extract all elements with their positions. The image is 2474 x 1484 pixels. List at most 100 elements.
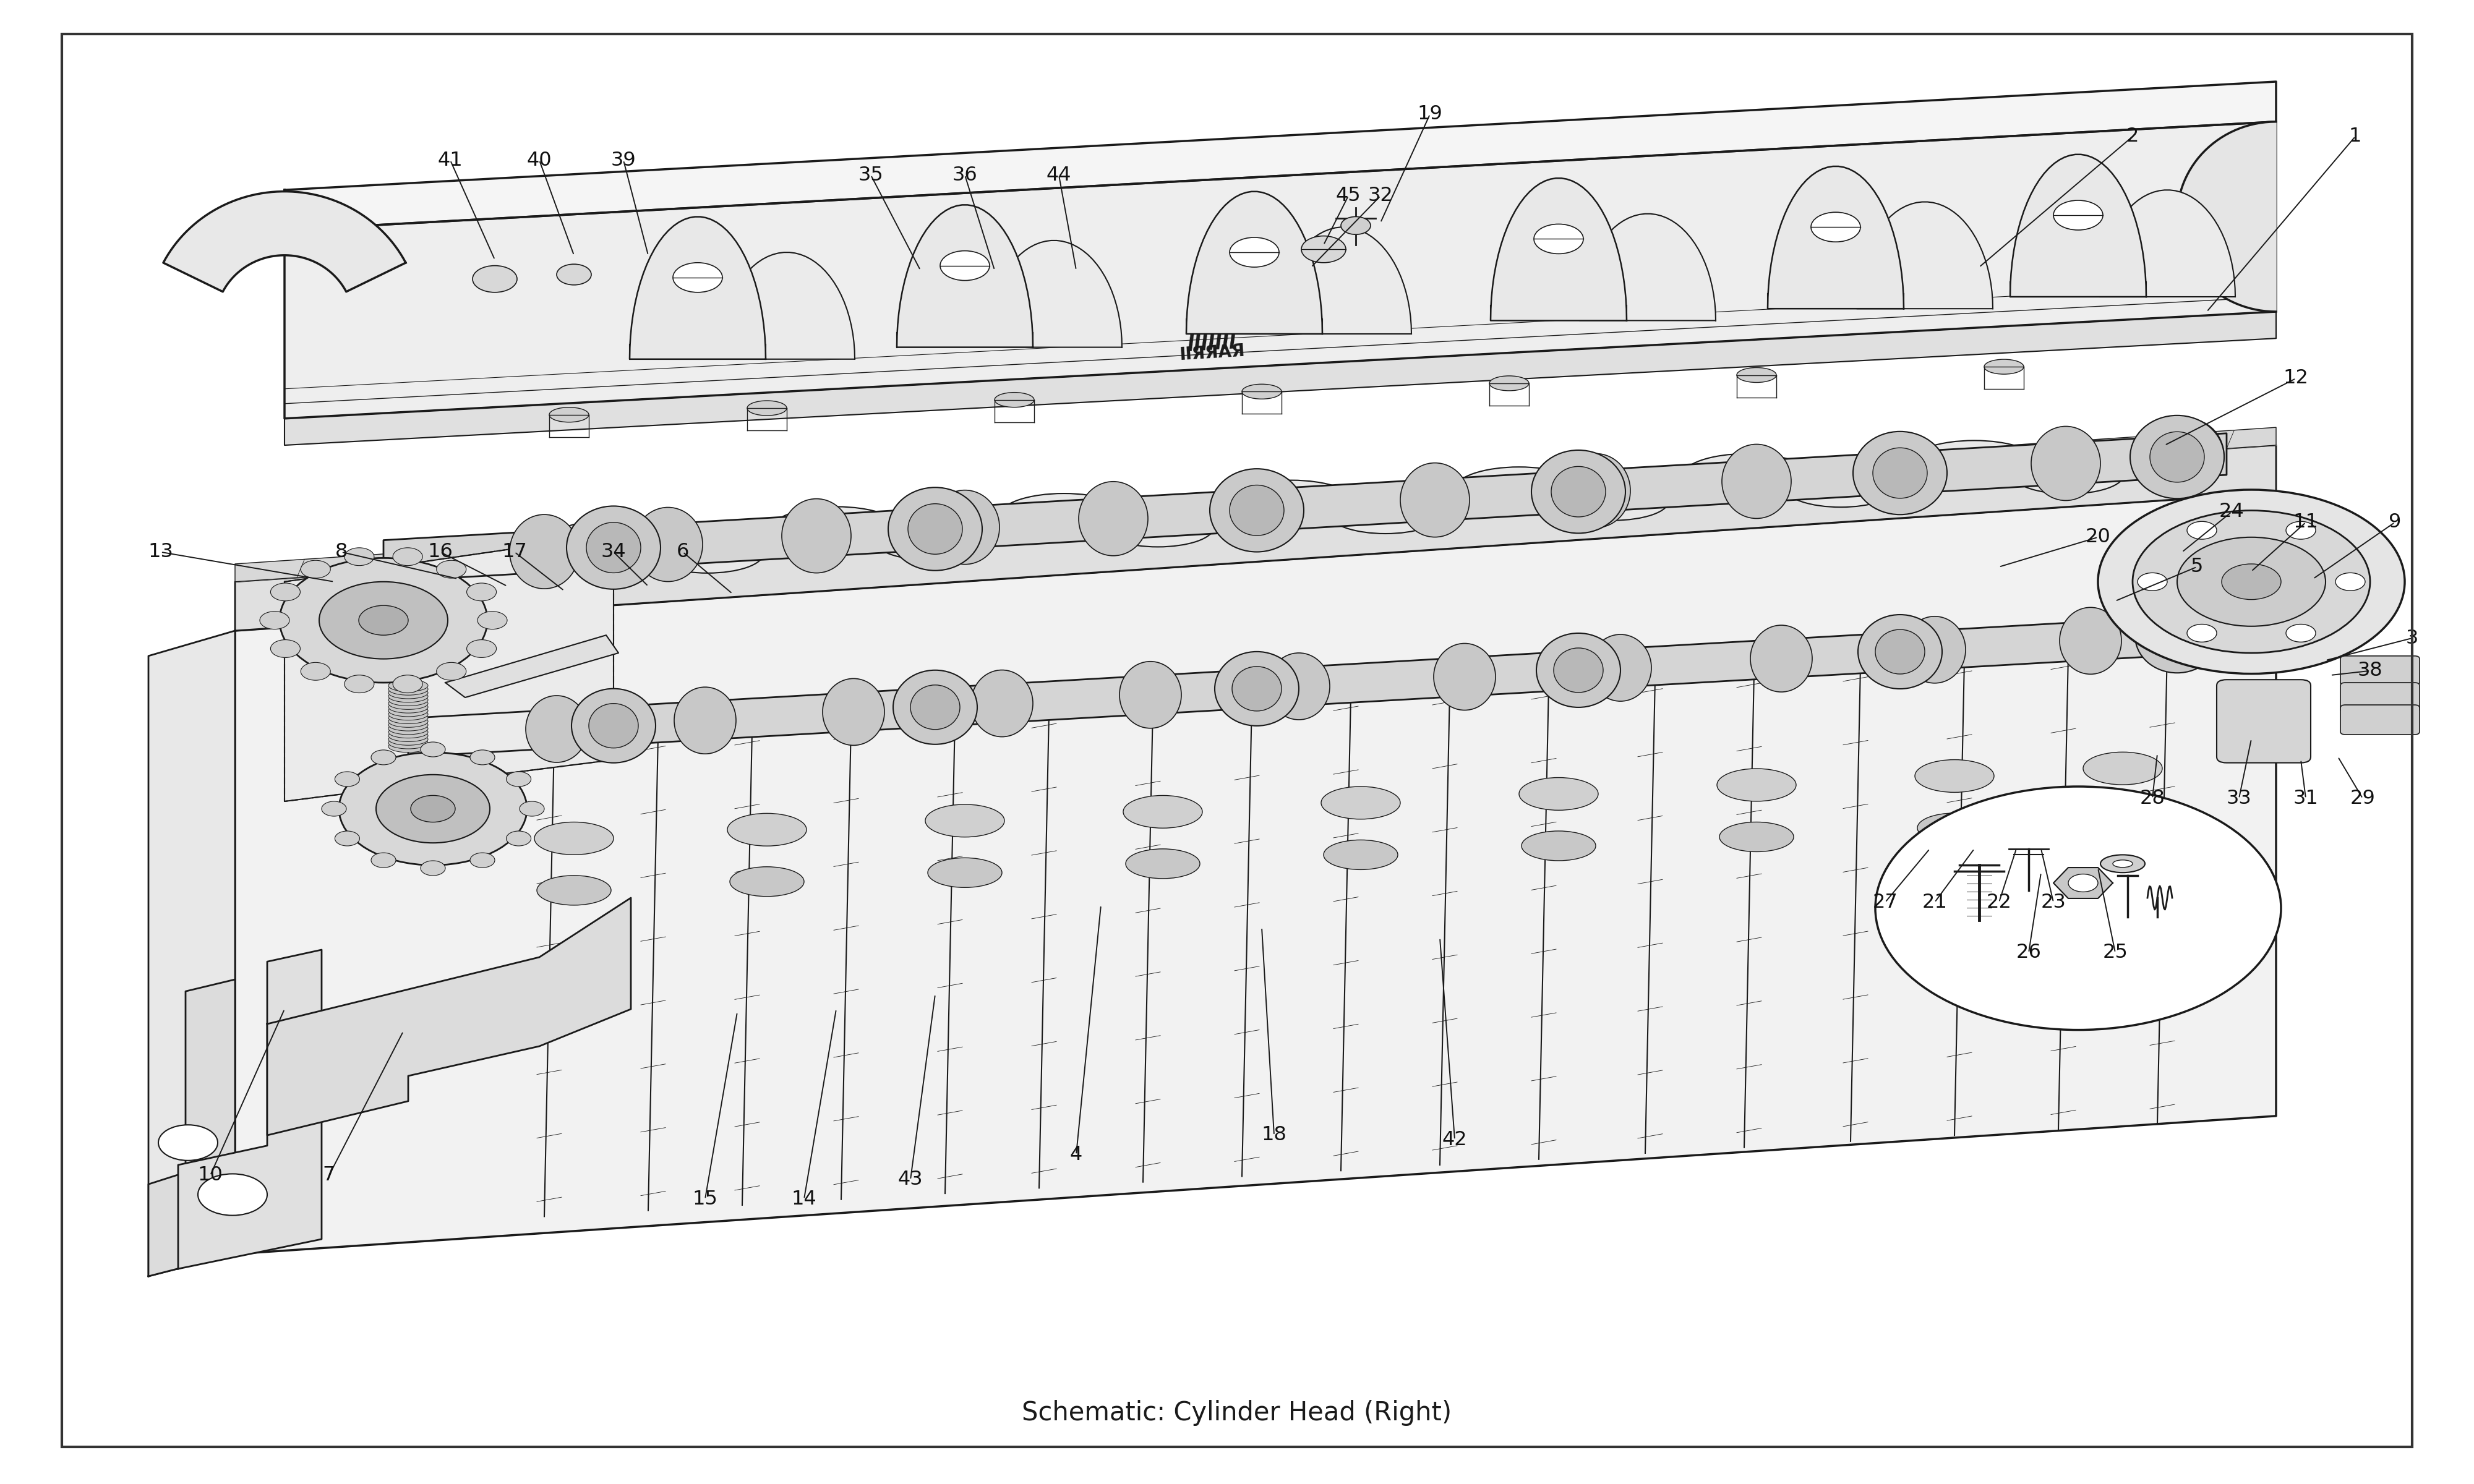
Ellipse shape: [1536, 634, 1620, 708]
Ellipse shape: [1559, 482, 1667, 521]
Ellipse shape: [388, 690, 428, 702]
Circle shape: [1875, 787, 2281, 1030]
Circle shape: [2053, 200, 2103, 230]
Text: 7: 7: [322, 1166, 336, 1184]
Ellipse shape: [1873, 448, 1927, 499]
Ellipse shape: [1435, 644, 1494, 711]
Ellipse shape: [2086, 806, 2160, 835]
Circle shape: [393, 548, 423, 565]
Text: 26: 26: [2016, 944, 2041, 962]
Circle shape: [302, 662, 332, 680]
Ellipse shape: [995, 392, 1034, 407]
Ellipse shape: [747, 401, 787, 416]
Text: 15: 15: [693, 1190, 717, 1208]
Ellipse shape: [1232, 666, 1282, 711]
Text: 2: 2: [2125, 128, 2140, 145]
Polygon shape: [2053, 868, 2113, 898]
Ellipse shape: [1321, 787, 1400, 819]
Polygon shape: [383, 433, 2227, 582]
Ellipse shape: [1588, 635, 1653, 702]
Ellipse shape: [730, 867, 804, 896]
Polygon shape: [1766, 166, 1905, 309]
Ellipse shape: [388, 733, 428, 745]
Polygon shape: [2098, 190, 2236, 297]
Polygon shape: [148, 979, 235, 1276]
Circle shape: [322, 801, 346, 816]
Circle shape: [1230, 237, 1279, 267]
Ellipse shape: [1230, 485, 1284, 536]
Ellipse shape: [1331, 496, 1440, 534]
Ellipse shape: [2155, 418, 2224, 493]
Ellipse shape: [388, 697, 428, 709]
Circle shape: [334, 772, 359, 787]
Ellipse shape: [586, 522, 641, 573]
Polygon shape: [285, 534, 614, 801]
Ellipse shape: [388, 741, 428, 752]
Ellipse shape: [1227, 473, 1296, 548]
Text: 44: 44: [1047, 166, 1071, 184]
Polygon shape: [408, 614, 2214, 757]
Ellipse shape: [1324, 840, 1398, 870]
Text: 13: 13: [148, 543, 173, 561]
Ellipse shape: [2100, 855, 2145, 873]
Circle shape: [507, 772, 532, 787]
Ellipse shape: [930, 490, 999, 564]
Text: 38: 38: [2358, 662, 2382, 680]
Ellipse shape: [1870, 436, 1940, 510]
Text: 42: 42: [1442, 1131, 1467, 1149]
Ellipse shape: [1227, 481, 1356, 525]
Ellipse shape: [2152, 613, 2202, 657]
Ellipse shape: [534, 822, 614, 855]
Circle shape: [344, 548, 374, 565]
Ellipse shape: [388, 738, 428, 749]
FancyBboxPatch shape: [2340, 705, 2420, 735]
Text: 8: 8: [334, 543, 349, 561]
Ellipse shape: [549, 407, 589, 421]
Circle shape: [2187, 521, 2217, 539]
Polygon shape: [267, 898, 631, 1135]
Circle shape: [344, 675, 374, 693]
Ellipse shape: [1717, 769, 1796, 801]
Circle shape: [1534, 224, 1583, 254]
Ellipse shape: [970, 669, 1034, 736]
Circle shape: [411, 795, 455, 822]
Polygon shape: [285, 82, 2276, 230]
Circle shape: [359, 605, 408, 635]
Text: 34: 34: [601, 543, 626, 561]
Ellipse shape: [388, 683, 428, 695]
Polygon shape: [285, 122, 2276, 418]
Circle shape: [2138, 573, 2167, 591]
Ellipse shape: [727, 813, 807, 846]
Ellipse shape: [1519, 778, 1598, 810]
Text: 22: 22: [1987, 893, 2011, 911]
Ellipse shape: [1267, 653, 1331, 720]
Circle shape: [302, 561, 332, 579]
Text: 16: 16: [428, 543, 453, 561]
Ellipse shape: [1682, 454, 1811, 499]
Text: Schematic: Cylinder Head (Right): Schematic: Cylinder Head (Right): [1022, 1399, 1452, 1426]
Circle shape: [280, 558, 487, 683]
Text: ꟾꟾꟾꟾꟾꟾꟾ: ꟾꟾꟾꟾꟾꟾꟾ: [1188, 334, 1237, 355]
Circle shape: [557, 264, 591, 285]
Ellipse shape: [876, 521, 985, 559]
Ellipse shape: [388, 720, 428, 732]
Polygon shape: [235, 427, 2276, 582]
Ellipse shape: [388, 705, 428, 717]
Ellipse shape: [537, 876, 611, 905]
Circle shape: [2222, 564, 2281, 600]
Circle shape: [940, 251, 990, 280]
Ellipse shape: [1786, 469, 1898, 508]
Text: 18: 18: [1262, 1126, 1286, 1144]
Ellipse shape: [821, 678, 886, 745]
Text: 39: 39: [611, 151, 636, 169]
Text: 28: 28: [2140, 789, 2165, 807]
Circle shape: [520, 801, 544, 816]
Polygon shape: [1856, 202, 1994, 309]
Ellipse shape: [1917, 813, 1992, 843]
Ellipse shape: [388, 730, 428, 742]
Text: 3: 3: [2405, 629, 2420, 647]
Ellipse shape: [1910, 441, 2039, 485]
Text: 4: 4: [1069, 1146, 1084, 1163]
Polygon shape: [235, 445, 2276, 631]
Circle shape: [470, 749, 495, 764]
